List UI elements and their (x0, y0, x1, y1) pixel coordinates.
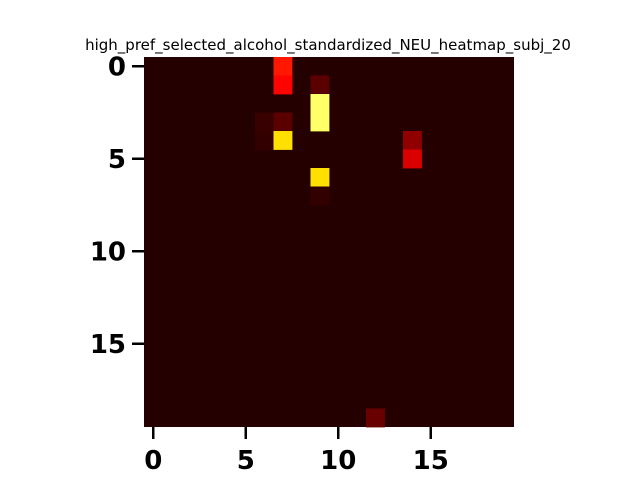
heatmap-cell (366, 408, 385, 428)
heatmap-cell (403, 149, 422, 169)
heatmap-cell (310, 94, 330, 113)
x-tick-label: 10 (320, 446, 356, 476)
heatmap-cell (273, 112, 293, 132)
heatmap-cell (310, 186, 330, 206)
y-tick-label: 5 (108, 145, 126, 175)
heatmap-cell (255, 131, 274, 150)
heatmap-cell (255, 112, 274, 132)
heatmap-cells (144, 57, 514, 428)
x-tick-label: 5 (237, 446, 255, 476)
chart-title: high_pref_selected_alcohol_standardized_… (85, 36, 571, 55)
y-tick-label: 15 (90, 330, 126, 360)
x-axis: 0 5 10 15 (144, 427, 449, 476)
heatmap-cell (273, 57, 293, 76)
heatmap-cell (273, 131, 293, 150)
y-tick-label: 0 (108, 52, 126, 82)
heatmap-cell (310, 112, 330, 132)
heatmap-cell (273, 75, 293, 95)
x-tick-label: 15 (413, 446, 449, 476)
heatmap-cell (310, 75, 330, 95)
x-tick-label: 0 (144, 446, 162, 476)
heatmap-cell (403, 131, 422, 150)
y-axis: 0 5 10 15 (90, 52, 144, 360)
y-tick-label: 10 (90, 237, 126, 267)
heatmap-cell (310, 168, 330, 187)
